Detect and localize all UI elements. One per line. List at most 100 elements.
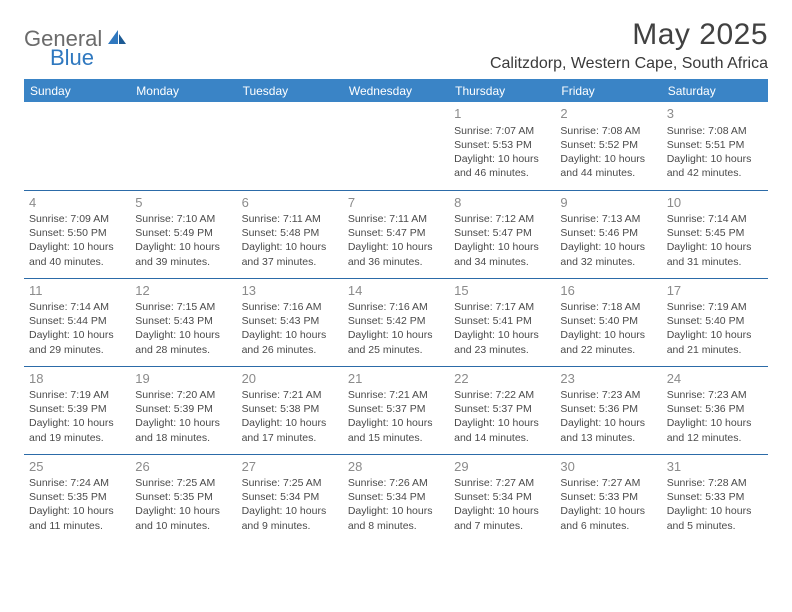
day-number: 13 [242, 282, 338, 300]
calendar-day-cell: 31Sunrise: 7:28 AMSunset: 5:33 PMDayligh… [662, 454, 768, 542]
day-number: 30 [560, 458, 656, 476]
daylight-line: Daylight: 10 hours [560, 328, 656, 342]
sunset-line: Sunset: 5:44 PM [29, 314, 125, 328]
day-number: 4 [29, 194, 125, 212]
sunrise-line: Sunrise: 7:08 AM [560, 124, 656, 138]
daylight-line: Daylight: 10 hours [135, 504, 231, 518]
sunrise-line: Sunrise: 7:25 AM [135, 476, 231, 490]
sunrise-line: Sunrise: 7:16 AM [348, 300, 444, 314]
sunrise-line: Sunrise: 7:22 AM [454, 388, 550, 402]
calendar-day-cell: 22Sunrise: 7:22 AMSunset: 5:37 PMDayligh… [449, 366, 555, 454]
day-number: 9 [560, 194, 656, 212]
sunset-line: Sunset: 5:38 PM [242, 402, 338, 416]
sunset-line: Sunset: 5:35 PM [135, 490, 231, 504]
daylight-line: Daylight: 10 hours [560, 416, 656, 430]
daylight-line: Daylight: 10 hours [560, 152, 656, 166]
sunset-line: Sunset: 5:37 PM [454, 402, 550, 416]
calendar-day-cell: 30Sunrise: 7:27 AMSunset: 5:33 PMDayligh… [555, 454, 661, 542]
day-number: 17 [667, 282, 763, 300]
day-number: 29 [454, 458, 550, 476]
daylight-line: and 28 minutes. [135, 343, 231, 357]
sunset-line: Sunset: 5:39 PM [135, 402, 231, 416]
sunrise-line: Sunrise: 7:07 AM [454, 124, 550, 138]
sunrise-line: Sunrise: 7:21 AM [348, 388, 444, 402]
sunset-line: Sunset: 5:52 PM [560, 138, 656, 152]
day-number: 28 [348, 458, 444, 476]
calendar-day-cell: 14Sunrise: 7:16 AMSunset: 5:42 PMDayligh… [343, 278, 449, 366]
daylight-line: and 22 minutes. [560, 343, 656, 357]
calendar-day-cell: 4Sunrise: 7:09 AMSunset: 5:50 PMDaylight… [24, 190, 130, 278]
calendar-day-cell [130, 102, 236, 190]
weekday-header: Saturday [662, 80, 768, 103]
daylight-line: Daylight: 10 hours [348, 328, 444, 342]
day-number: 27 [242, 458, 338, 476]
daylight-line: Daylight: 10 hours [454, 240, 550, 254]
daylight-line: and 34 minutes. [454, 255, 550, 269]
daylight-line: and 12 minutes. [667, 431, 763, 445]
day-number: 6 [242, 194, 338, 212]
sunrise-line: Sunrise: 7:25 AM [242, 476, 338, 490]
sunrise-line: Sunrise: 7:18 AM [560, 300, 656, 314]
calendar-day-cell: 3Sunrise: 7:08 AMSunset: 5:51 PMDaylight… [662, 102, 768, 190]
day-number: 3 [667, 105, 763, 123]
daylight-line: Daylight: 10 hours [29, 328, 125, 342]
day-number: 10 [667, 194, 763, 212]
calendar-page: General May 2025 Calitzdorp, Western Cap… [0, 0, 792, 542]
calendar-day-cell: 20Sunrise: 7:21 AMSunset: 5:38 PMDayligh… [237, 366, 343, 454]
calendar-day-cell [237, 102, 343, 190]
daylight-line: and 5 minutes. [667, 519, 763, 533]
daylight-line: and 10 minutes. [135, 519, 231, 533]
sunset-line: Sunset: 5:34 PM [348, 490, 444, 504]
sunrise-line: Sunrise: 7:10 AM [135, 212, 231, 226]
page-header: General May 2025 Calitzdorp, Western Cap… [24, 18, 768, 73]
daylight-line: and 7 minutes. [454, 519, 550, 533]
day-number: 26 [135, 458, 231, 476]
daylight-line: and 17 minutes. [242, 431, 338, 445]
sunrise-line: Sunrise: 7:24 AM [29, 476, 125, 490]
daylight-line: Daylight: 10 hours [348, 416, 444, 430]
sunrise-line: Sunrise: 7:11 AM [242, 212, 338, 226]
calendar-day-cell: 19Sunrise: 7:20 AMSunset: 5:39 PMDayligh… [130, 366, 236, 454]
weekday-header: Thursday [449, 80, 555, 103]
sunset-line: Sunset: 5:43 PM [242, 314, 338, 328]
location-subtitle: Calitzdorp, Western Cape, South Africa [490, 55, 768, 73]
daylight-line: and 8 minutes. [348, 519, 444, 533]
daylight-line: and 15 minutes. [348, 431, 444, 445]
daylight-line: Daylight: 10 hours [667, 504, 763, 518]
sunrise-line: Sunrise: 7:28 AM [667, 476, 763, 490]
sunset-line: Sunset: 5:46 PM [560, 226, 656, 240]
weekday-header: Tuesday [237, 80, 343, 103]
sunset-line: Sunset: 5:40 PM [667, 314, 763, 328]
calendar-week-row: 4Sunrise: 7:09 AMSunset: 5:50 PMDaylight… [24, 190, 768, 278]
calendar-day-cell: 16Sunrise: 7:18 AMSunset: 5:40 PMDayligh… [555, 278, 661, 366]
weekday-header: Sunday [24, 80, 130, 103]
sunset-line: Sunset: 5:51 PM [667, 138, 763, 152]
day-number: 14 [348, 282, 444, 300]
sunrise-line: Sunrise: 7:20 AM [135, 388, 231, 402]
logo-text-blue: Blue [50, 45, 94, 70]
daylight-line: Daylight: 10 hours [29, 240, 125, 254]
day-number: 11 [29, 282, 125, 300]
daylight-line: Daylight: 10 hours [667, 152, 763, 166]
day-number: 2 [560, 105, 656, 123]
sunset-line: Sunset: 5:39 PM [29, 402, 125, 416]
calendar-day-cell: 27Sunrise: 7:25 AMSunset: 5:34 PMDayligh… [237, 454, 343, 542]
calendar-head: SundayMondayTuesdayWednesdayThursdayFrid… [24, 80, 768, 103]
sunset-line: Sunset: 5:34 PM [242, 490, 338, 504]
calendar-day-cell: 9Sunrise: 7:13 AMSunset: 5:46 PMDaylight… [555, 190, 661, 278]
title-block: May 2025 Calitzdorp, Western Cape, South… [490, 18, 768, 73]
daylight-line: Daylight: 10 hours [667, 416, 763, 430]
calendar-day-cell: 29Sunrise: 7:27 AMSunset: 5:34 PMDayligh… [449, 454, 555, 542]
calendar-day-cell [24, 102, 130, 190]
daylight-line: Daylight: 10 hours [560, 504, 656, 518]
day-number: 20 [242, 370, 338, 388]
daylight-line: Daylight: 10 hours [454, 152, 550, 166]
calendar-table: SundayMondayTuesdayWednesdayThursdayFrid… [24, 79, 768, 542]
daylight-line: and 36 minutes. [348, 255, 444, 269]
daylight-line: and 11 minutes. [29, 519, 125, 533]
daylight-line: and 39 minutes. [135, 255, 231, 269]
day-number: 1 [454, 105, 550, 123]
calendar-day-cell: 15Sunrise: 7:17 AMSunset: 5:41 PMDayligh… [449, 278, 555, 366]
weekday-header: Wednesday [343, 80, 449, 103]
sunset-line: Sunset: 5:49 PM [135, 226, 231, 240]
